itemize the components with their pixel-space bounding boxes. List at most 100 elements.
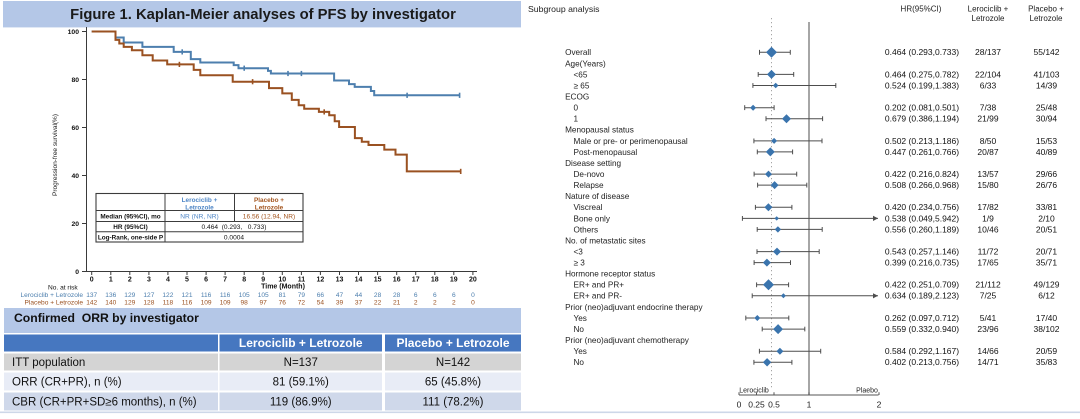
svg-text:0.508 (0.266,0.968): 0.508 (0.266,0.968) — [885, 180, 959, 190]
svg-text:1: 1 — [574, 115, 579, 124]
svg-text:Confirmed ORR by investigator: Confirmed ORR by investigator — [14, 311, 199, 325]
svg-text:ORR (CR+PR), n (%): ORR (CR+PR), n (%) — [12, 377, 122, 389]
svg-text:19: 19 — [450, 277, 458, 284]
svg-text:8: 8 — [242, 277, 246, 284]
svg-text:80: 80 — [71, 77, 79, 84]
svg-text:20: 20 — [469, 277, 477, 284]
svg-text:Bone only: Bone only — [574, 214, 611, 223]
svg-text:47: 47 — [336, 292, 344, 299]
svg-text:≥ 3: ≥ 3 — [574, 259, 586, 268]
svg-text:6: 6 — [452, 292, 456, 299]
svg-text:Relapse: Relapse — [574, 181, 604, 190]
svg-text:Placebo + Letrozole: Placebo + Letrozole — [396, 336, 509, 350]
svg-text:Viscreal: Viscreal — [574, 203, 603, 212]
svg-text:Prior (neo)adjuvant chemothera: Prior (neo)adjuvant chemotherapy — [565, 336, 690, 345]
svg-text:10/46: 10/46 — [977, 224, 999, 234]
svg-text:39: 39 — [336, 299, 344, 306]
svg-text:76: 76 — [279, 299, 287, 306]
svg-text:0.0004: 0.0004 — [224, 234, 245, 241]
svg-text:Figure 1. Kaplan-Meier analyse: Figure 1. Kaplan-Meier analyses of PFS b… — [70, 7, 456, 23]
svg-text:20/59: 20/59 — [1036, 346, 1058, 356]
svg-text:15: 15 — [374, 277, 382, 284]
svg-text:129: 129 — [124, 292, 135, 299]
svg-text:0: 0 — [90, 277, 94, 284]
svg-text:NR (NR, NR): NR (NR, NR) — [180, 214, 218, 221]
svg-text:ER+ and PR+: ER+ and PR+ — [574, 281, 625, 290]
svg-text:18: 18 — [431, 277, 439, 284]
svg-text:2: 2 — [433, 299, 437, 306]
svg-text:13/57: 13/57 — [977, 169, 999, 179]
svg-text:29/66: 29/66 — [1036, 169, 1058, 179]
svg-text:26/76: 26/76 — [1036, 180, 1058, 190]
svg-text:Lerociclib + Letrozole: Lerociclib + Letrozole — [21, 292, 84, 299]
svg-text:5/41: 5/41 — [980, 313, 997, 323]
svg-text:2: 2 — [414, 299, 418, 306]
svg-text:6/12: 6/12 — [1038, 291, 1055, 301]
svg-text:25/48: 25/48 — [1036, 103, 1058, 113]
svg-text:17: 17 — [412, 277, 420, 284]
svg-text:Overall: Overall — [565, 48, 591, 57]
svg-text:Yes: Yes — [574, 347, 587, 356]
svg-text:<3: <3 — [574, 248, 584, 257]
svg-text:No: No — [574, 358, 585, 367]
svg-text:0.422 (0.251,0.709): 0.422 (0.251,0.709) — [885, 280, 959, 290]
svg-text:16.56 (12.94, NR): 16.56 (12.94, NR) — [243, 214, 295, 221]
svg-text:Plaebo: Plaebo — [856, 388, 878, 395]
svg-text:Lerociclib: Lerociclib — [739, 388, 769, 395]
svg-text:CBR (CR+PR+SD≥6 months), n (%): CBR (CR+PR+SD≥6 months), n (%) — [12, 397, 197, 409]
svg-text:Placebo +: Placebo + — [254, 197, 284, 204]
svg-text:0.420 (0.234,0.756): 0.420 (0.234,0.756) — [885, 202, 959, 212]
svg-text:6: 6 — [204, 277, 208, 284]
svg-text:ITT population: ITT population — [12, 357, 85, 369]
svg-text:20/87: 20/87 — [977, 147, 999, 157]
svg-text:0.422 (0.216,0.824): 0.422 (0.216,0.824) — [885, 169, 959, 179]
svg-text:0.634 (0.189,2.123): 0.634 (0.189,2.123) — [885, 291, 959, 301]
svg-text:44: 44 — [355, 292, 363, 299]
svg-text:Hormone receptor status: Hormone receptor status — [565, 270, 655, 279]
svg-text:6: 6 — [433, 292, 437, 299]
svg-text:22: 22 — [374, 299, 382, 306]
svg-text:HR(95%CI): HR(95%CI) — [901, 5, 942, 14]
svg-text:136: 136 — [105, 292, 116, 299]
svg-text:109: 109 — [220, 299, 231, 306]
svg-text:≥ 65: ≥ 65 — [574, 81, 590, 90]
svg-text:1/9: 1/9 — [982, 213, 994, 223]
svg-text:Log-Rank, one-side P: Log-Rank, one-side P — [98, 234, 164, 241]
svg-text:0.447 (0.261,0.766): 0.447 (0.261,0.766) — [885, 147, 959, 157]
svg-text:30/94: 30/94 — [1036, 114, 1058, 124]
svg-text:0.502 (0.213,1.186): 0.502 (0.213,1.186) — [885, 136, 959, 146]
svg-text:65 (45.8%): 65 (45.8%) — [425, 377, 481, 389]
svg-text:Male or pre- or perimenopausal: Male or pre- or perimenopausal — [574, 137, 688, 146]
svg-text:17/40: 17/40 — [1036, 313, 1058, 323]
svg-text:140: 140 — [105, 299, 116, 306]
svg-text:Lerociclib +: Lerociclib + — [968, 5, 1009, 14]
svg-text:100: 100 — [68, 29, 80, 36]
svg-text:127: 127 — [143, 292, 154, 299]
svg-text:6/33: 6/33 — [980, 80, 997, 90]
svg-text:11: 11 — [298, 277, 306, 284]
svg-text:Disease setting: Disease setting — [565, 159, 621, 168]
svg-text:0.543 (0.257,1.146): 0.543 (0.257,1.146) — [885, 247, 959, 257]
svg-text:0.5: 0.5 — [768, 400, 780, 410]
svg-text:0: 0 — [574, 104, 579, 113]
svg-text:137: 137 — [86, 292, 97, 299]
svg-text:66: 66 — [317, 292, 325, 299]
svg-text:142: 142 — [86, 299, 97, 306]
svg-text:37: 37 — [355, 299, 363, 306]
svg-text:105: 105 — [258, 292, 269, 299]
svg-text:Letrozole: Letrozole — [255, 205, 284, 212]
svg-text:116: 116 — [201, 292, 212, 299]
svg-text:2/10: 2/10 — [1038, 213, 1055, 223]
svg-text:20/71: 20/71 — [1036, 247, 1058, 257]
svg-text:8/50: 8/50 — [980, 136, 997, 146]
svg-text:Placebo + Letrozole: Placebo + Letrozole — [25, 299, 84, 306]
svg-text:Letrozole: Letrozole — [972, 14, 1005, 23]
svg-text:Letrozole: Letrozole — [1030, 14, 1063, 23]
svg-text:0.538 (0.049,5.942): 0.538 (0.049,5.942) — [885, 213, 959, 223]
svg-text:N=137: N=137 — [284, 357, 318, 369]
svg-text:79: 79 — [298, 292, 306, 299]
svg-text:0: 0 — [471, 292, 475, 299]
svg-text:40/89: 40/89 — [1036, 147, 1058, 157]
svg-text:128: 128 — [143, 299, 154, 306]
svg-text:0.556 (0.260,1.189): 0.556 (0.260,1.189) — [885, 224, 959, 234]
